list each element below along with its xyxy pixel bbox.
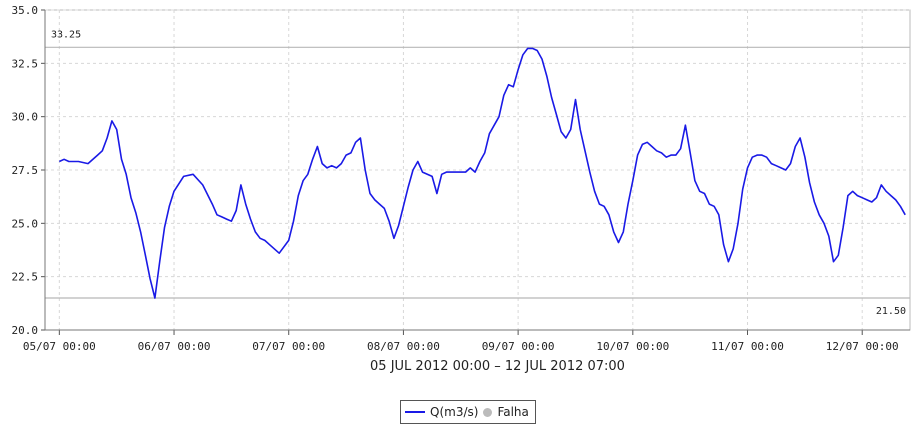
series-layer xyxy=(58,47,906,299)
legend-line-marker xyxy=(405,411,425,413)
line-chart: 33.25 21.50 20.0 22.5 25.0 27.5 30.0 32.5 35.0 0… xyxy=(12,4,911,374)
legend-label-falha: Falha xyxy=(497,405,529,419)
y-tick-label: 35.0 xyxy=(12,4,39,17)
y-tick-label: 27.5 xyxy=(12,164,39,177)
legend-dot-marker xyxy=(483,407,493,417)
series-line-q xyxy=(58,47,906,299)
x-tick-label: 08/07 00:00 xyxy=(367,340,440,353)
x-axis-range-label: 05 JUL 2012 00:00 – 12 JUL 2012 07:00 xyxy=(370,359,625,374)
reference-line-label: 33.25 xyxy=(51,29,81,40)
x-tick-label: 05/07 00:00 xyxy=(23,340,96,353)
y-tick-label: 22.5 xyxy=(12,271,39,284)
legend-label-q: Q(m3/s) xyxy=(430,405,479,419)
x-tick-label: 10/07 00:00 xyxy=(596,340,669,353)
x-tick-label: 07/07 00:00 xyxy=(252,340,325,353)
y-tick-label: 30.0 xyxy=(12,111,39,124)
y-tick-label: 32.5 xyxy=(12,57,39,70)
reference-line-label: 21.50 xyxy=(876,306,906,317)
x-tick-label: 11/07 00:00 xyxy=(711,340,784,353)
legend: Q(m3/s) Falha xyxy=(400,400,536,424)
x-tick-label: 09/07 00:00 xyxy=(482,340,555,353)
x-tick-label: 12/07 00:00 xyxy=(826,340,899,353)
axes: 20.0 22.5 25.0 27.5 30.0 32.5 35.0 05/07 00:00 0… xyxy=(12,4,910,353)
y-tick-label: 25.0 xyxy=(12,217,39,230)
reference-lines: 33.25 21.50 xyxy=(45,29,910,317)
x-tick-label: 06/07 00:00 xyxy=(138,340,211,353)
y-tick-label: 20.0 xyxy=(12,324,39,337)
